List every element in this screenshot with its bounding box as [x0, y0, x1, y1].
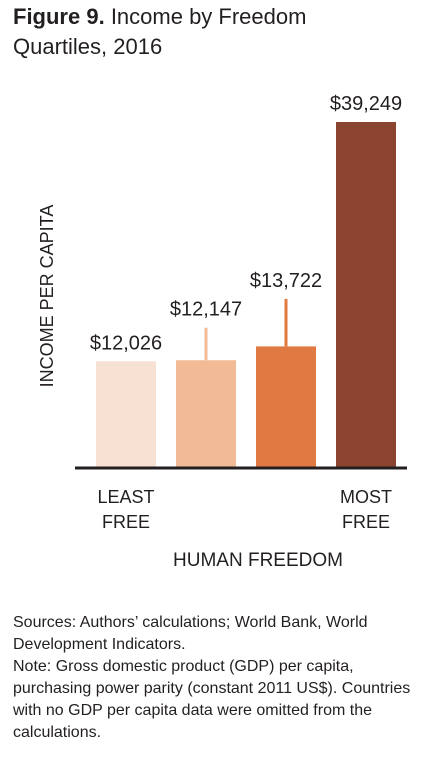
figure-number: Figure 9. — [13, 4, 105, 29]
bar-q2 — [176, 360, 236, 467]
chart-notes: Sources: Authors’ calculations; World Ba… — [13, 612, 418, 744]
value-label-q2: $12,147 — [170, 299, 242, 321]
y-axis-label: INCOME PER CAPITA — [37, 205, 57, 388]
category-label-q1-line1: LEAST — [97, 487, 154, 507]
figure-title-text: Income by Freedom Quartiles, 2016 — [13, 4, 307, 59]
value-label-q1: $12,026 — [90, 332, 162, 354]
value-label-q4: $39,249 — [330, 93, 402, 115]
bars-layer — [96, 122, 396, 467]
bar-q4 — [336, 122, 396, 467]
value-label-q3: $13,722 — [250, 270, 322, 292]
bar-q3 — [256, 346, 316, 467]
labels-layer: $12,026 LEAST FREE $12,147 $13,722 $39,249 MOS… — [90, 93, 402, 532]
bar-chart: $12,026 LEAST FREE $12,147 $13,722 $39,249 MOS… — [37, 93, 407, 571]
category-label-q1-line2: FREE — [102, 512, 150, 532]
sources-note: Sources: Authors’ calculations; World Ba… — [13, 614, 368, 653]
category-label-q4-line2: FREE — [342, 512, 390, 532]
category-label-q4-line1: MOST — [340, 487, 392, 507]
x-axis-label: HUMAN FREEDOM — [173, 550, 343, 571]
figure-title: Figure 9. Income by Freedom Quartiles, 2… — [13, 2, 373, 62]
bar-q1 — [96, 361, 156, 467]
method-note: Note: Gross domestic product (GDP) per c… — [13, 658, 411, 741]
